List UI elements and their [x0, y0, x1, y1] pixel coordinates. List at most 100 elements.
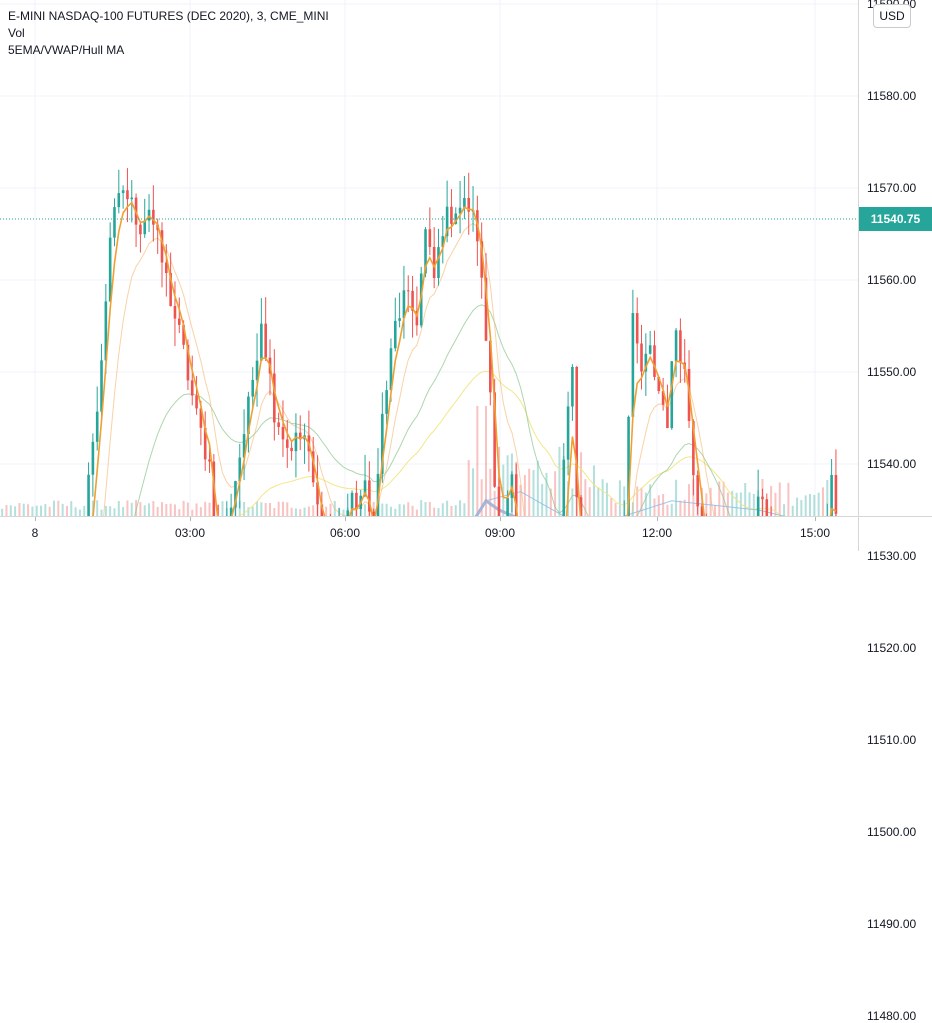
ema-fast-line	[103, 222, 715, 516]
candle-body	[104, 301, 108, 361]
volume-bar	[256, 501, 259, 516]
volume-bar	[433, 507, 436, 516]
volume-bar	[657, 495, 660, 516]
volume-bar	[325, 506, 328, 516]
volume-bar	[182, 500, 185, 516]
volume-bar	[502, 464, 505, 516]
candle-body	[139, 224, 142, 235]
candle-body	[666, 404, 669, 429]
volume-bar	[420, 500, 423, 516]
candle-body	[251, 380, 255, 397]
candle-body	[424, 229, 427, 274]
candle-body	[143, 220, 147, 235]
candle-body	[765, 499, 769, 516]
symbol-title[interactable]: E-MINI NASDAQ-100 FUTURES (DEC 2020), 3,…	[8, 9, 329, 23]
volume-bar	[148, 503, 151, 516]
candle-body	[203, 427, 207, 460]
volume-bar	[437, 508, 440, 516]
price-tick-label: 11510.00	[867, 733, 917, 747]
volume-bar	[817, 492, 820, 516]
candle-body	[311, 451, 315, 483]
candle-body	[234, 481, 237, 508]
candle-body	[294, 432, 298, 452]
volume-bar	[476, 406, 479, 516]
volume-bar	[57, 500, 60, 516]
candle-body	[113, 207, 116, 238]
candle-body	[402, 290, 406, 319]
volume-bar	[813, 494, 816, 516]
currency-button[interactable]: USD	[873, 4, 911, 28]
candle-body	[229, 507, 233, 516]
price-scale[interactable]: 11590.0011580.0011570.0011560.0011550.00…	[858, 0, 932, 1023]
volume-bar	[139, 502, 142, 516]
candle-body	[830, 474, 833, 516]
time-tick-mark	[190, 517, 191, 521]
volume-bar	[100, 509, 103, 516]
candle-body	[674, 330, 678, 362]
candle-body	[385, 390, 388, 414]
volume-bar	[9, 505, 12, 516]
candle-body	[290, 447, 293, 452]
volume-bar	[679, 500, 682, 516]
volume-bar	[726, 492, 729, 516]
volume-bar	[485, 406, 487, 516]
candle-body	[160, 230, 164, 263]
candle-body	[458, 207, 462, 214]
candle-body	[657, 376, 661, 392]
candle-body	[493, 392, 496, 487]
volume-bar	[169, 503, 172, 516]
volume-bar	[528, 468, 531, 516]
candle-body	[346, 510, 350, 516]
candle-body	[91, 441, 95, 475]
candle-body	[277, 422, 280, 427]
volume-bar	[31, 506, 34, 516]
volume-bar	[796, 497, 799, 516]
time-tick-mark	[345, 517, 346, 521]
volume-bar	[467, 460, 470, 516]
candle-body	[489, 340, 492, 393]
volume-bar	[554, 471, 557, 516]
volume-bar	[580, 452, 583, 516]
candle-body	[411, 290, 414, 311]
volume-bar	[398, 504, 401, 516]
time-tick-label: 12:00	[641, 526, 673, 540]
indicators-label[interactable]: 5EMA/VWAP/Hull MA	[8, 43, 125, 57]
scale-corner[interactable]	[858, 516, 932, 551]
volume-bar	[260, 502, 263, 516]
volume-indicator-label[interactable]: Vol	[8, 26, 25, 40]
candle-body	[285, 439, 289, 448]
chart-canvas[interactable]	[0, 0, 858, 516]
volume-bar	[424, 502, 427, 516]
candle-body	[480, 241, 483, 278]
time-tick-label: 09:00	[484, 526, 516, 540]
candle-body	[368, 480, 371, 512]
candle-body	[441, 236, 445, 248]
chart-legend: E-MINI NASDAQ-100 FUTURES (DEC 2020), 3,…	[8, 8, 329, 59]
candle-body	[238, 457, 242, 482]
candle-body	[264, 323, 267, 358]
volume-bar	[135, 500, 138, 516]
chart-area[interactable]: E-MINI NASDAQ-100 FUTURES (DEC 2020), 3,…	[0, 0, 858, 516]
time-scale[interactable]: 8 03:00 06:00 09:00 12:00 15:00	[0, 516, 858, 551]
volume-bar	[739, 492, 742, 516]
candle-body	[393, 320, 397, 349]
volume-bars	[1, 406, 837, 516]
volume-bar	[195, 503, 198, 516]
volume-bar	[454, 505, 457, 516]
volume-bar	[294, 508, 297, 516]
candle-body	[165, 262, 168, 274]
candle-body	[100, 360, 103, 412]
volume-bar	[61, 503, 64, 516]
volume-bar	[683, 499, 686, 516]
volume-bar	[221, 501, 224, 516]
time-tick-label: 03:00	[174, 526, 206, 540]
volume-bar	[329, 503, 332, 516]
volume-bar	[286, 502, 289, 516]
candle-body	[679, 330, 682, 363]
candle-body	[562, 459, 566, 516]
ema-mid-line	[134, 304, 731, 516]
candle-body	[320, 504, 324, 516]
volume-bar	[800, 500, 803, 516]
volume-bar	[27, 504, 30, 516]
candle-body	[644, 353, 648, 372]
